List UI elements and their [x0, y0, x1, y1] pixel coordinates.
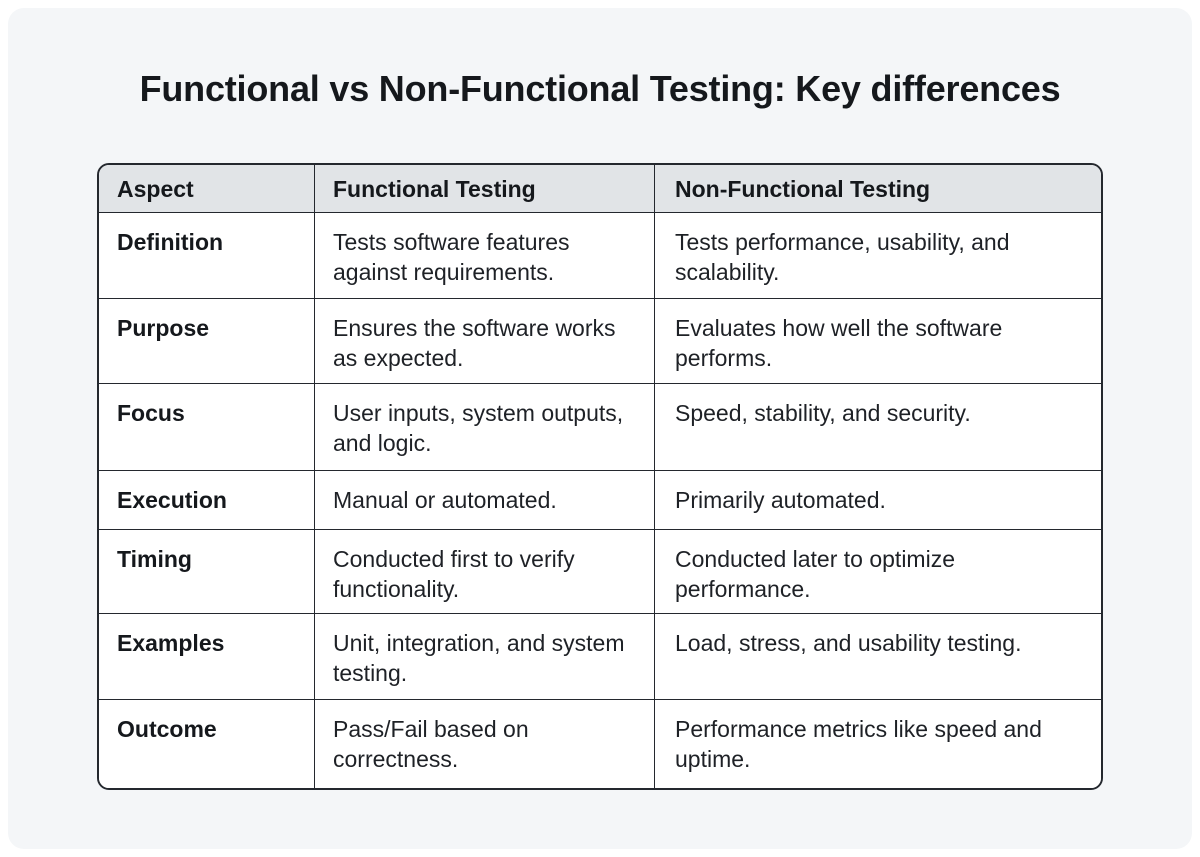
header-aspect: Aspect [99, 165, 315, 213]
functional-cell: Pass/Fail based on correctness. [315, 700, 655, 788]
aspect-label: Focus [99, 384, 315, 471]
functional-cell: User inputs, system outputs, and logic. [315, 384, 655, 471]
non-functional-cell: Primarily automated. [655, 471, 1101, 530]
functional-cell: Manual or automated. [315, 471, 655, 530]
header-non-functional-testing: Non-Functional Testing [655, 165, 1101, 213]
non-functional-cell: Speed, stability, and security. [655, 384, 1101, 471]
aspect-label: Purpose [99, 299, 315, 384]
functional-cell: Unit, integration, and system testing. [315, 614, 655, 700]
page-title: Functional vs Non-Functional Testing: Ke… [139, 68, 1061, 109]
header-functional-testing: Functional Testing [315, 165, 655, 213]
page-card: Functional vs Non-Functional Testing: Ke… [8, 8, 1192, 849]
comparison-table: Aspect Functional Testing Non-Functional… [97, 163, 1103, 790]
aspect-label: Outcome [99, 700, 315, 788]
functional-cell: Conducted first to verify functionality. [315, 530, 655, 614]
non-functional-cell: Conducted later to optimize performance. [655, 530, 1101, 614]
non-functional-cell: Performance metrics like speed and uptim… [655, 700, 1101, 788]
non-functional-cell: Tests performance, usability, and scalab… [655, 213, 1101, 299]
aspect-label: Examples [99, 614, 315, 700]
functional-cell: Ensures the software works as expected. [315, 299, 655, 384]
aspect-label: Definition [99, 213, 315, 299]
aspect-label: Timing [99, 530, 315, 614]
functional-cell: Tests software features against requirem… [315, 213, 655, 299]
non-functional-cell: Load, stress, and usability testing. [655, 614, 1101, 700]
aspect-label: Execution [99, 471, 315, 530]
non-functional-cell: Evaluates how well the software performs… [655, 299, 1101, 384]
